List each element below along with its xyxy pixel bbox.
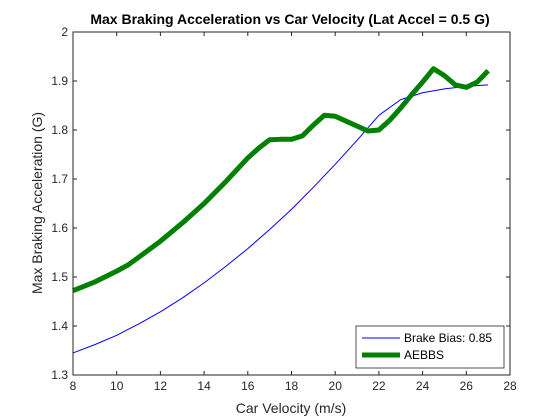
y-tick-label: 1.5	[51, 270, 68, 284]
x-tick-label: 28	[503, 379, 517, 393]
y-tick-label: 1.7	[51, 172, 68, 186]
legend-label-brake-bias: Brake Bias: 0.85	[404, 331, 492, 345]
legend-label-aebbs: AEBBS	[404, 348, 444, 362]
x-tick-label: 16	[241, 379, 255, 393]
legend-box	[355, 325, 505, 369]
x-tick-label: 22	[372, 379, 386, 393]
x-tick-label: 26	[460, 379, 474, 393]
y-tick-label: 2	[61, 25, 68, 39]
y-tick-label: 1.9	[51, 74, 68, 88]
axis-layer: 8 10 12 14 16 18 20 22 24 26 28 1.3 1.4 1.5 1.6 1.7 1.8 1…	[51, 25, 517, 393]
x-tick-label: 12	[154, 379, 168, 393]
legend: Brake Bias: 0.85 AEBBS	[355, 325, 505, 369]
y-tick-label: 1.3	[51, 368, 68, 382]
series-layer	[72, 66, 490, 354]
x-tick-label: 24	[416, 379, 430, 393]
y-tick-label: 1.6	[51, 221, 68, 235]
x-tick-label: 18	[285, 379, 299, 393]
series-line-aebbs	[72, 66, 490, 294]
x-tick-label: 10	[110, 379, 124, 393]
x-tick-label: 20	[329, 379, 343, 393]
x-axis-label: Car Velocity (m/s)	[236, 400, 346, 416]
y-axis-label: Max Braking Acceleration (G)	[29, 112, 45, 294]
chart-title: Max Braking Acceleration vs Car Velocity…	[90, 11, 489, 27]
plot-area	[73, 32, 510, 375]
x-tick-label: 8	[70, 379, 77, 393]
y-tick-label: 1.8	[51, 123, 68, 137]
series-line-brake-bias	[72, 84, 489, 354]
plot-frame	[72, 31, 511, 376]
y-tick-label: 1.4	[51, 319, 68, 333]
x-tick-label: 14	[197, 379, 211, 393]
